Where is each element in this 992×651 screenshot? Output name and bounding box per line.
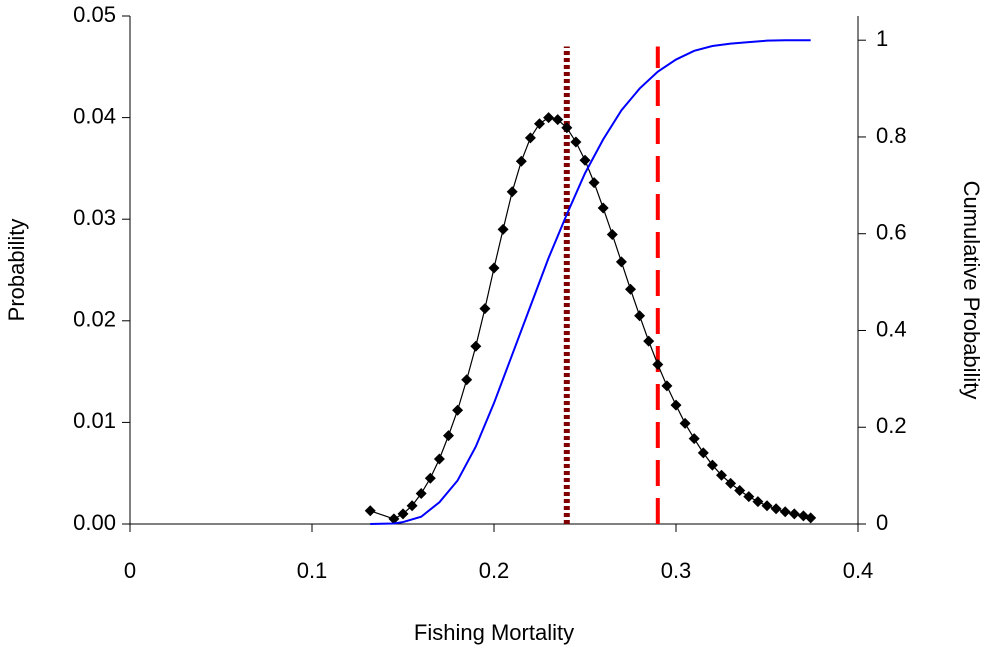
data-point <box>570 136 582 148</box>
x-tick-label: 0.4 <box>843 558 874 583</box>
data-point <box>643 335 655 347</box>
data-point <box>615 256 627 268</box>
data-point <box>652 358 664 370</box>
y-tick-label: 0.03 <box>73 205 116 230</box>
x-tick-label: 0 <box>124 558 136 583</box>
x-tick-label: 0.1 <box>297 558 328 583</box>
data-point <box>561 122 573 134</box>
data-point <box>734 484 746 496</box>
data-point <box>433 453 445 465</box>
data-point <box>452 404 464 416</box>
data-point <box>515 155 527 167</box>
y-axis-title: Probability <box>4 219 29 322</box>
data-point <box>606 228 618 240</box>
data-point <box>479 303 491 315</box>
y2-tick-label: 0.8 <box>876 123 907 148</box>
data-point <box>388 513 400 525</box>
y-tick-label: 0.02 <box>73 307 116 332</box>
data-point <box>488 262 500 274</box>
data-point <box>743 491 755 503</box>
data-point <box>443 430 454 442</box>
data-point <box>634 310 646 322</box>
data-point <box>534 118 545 130</box>
data-point <box>761 500 773 512</box>
data-point <box>461 374 473 386</box>
y2-tick-label: 1 <box>876 26 888 51</box>
x-tick-label: 0.3 <box>661 558 692 583</box>
data-point <box>543 112 555 124</box>
data-point <box>716 469 727 481</box>
data-point <box>625 283 636 295</box>
series-line <box>370 39 811 525</box>
data-point <box>579 154 591 166</box>
data-point <box>424 472 436 484</box>
data-point <box>506 186 518 198</box>
x-axis-title: Fishing Mortality <box>414 620 574 645</box>
data-point <box>524 132 536 144</box>
data-point <box>697 447 709 459</box>
data-point <box>688 433 700 445</box>
data-point <box>752 496 764 508</box>
data-point <box>770 503 782 515</box>
y-tick-label: 0.00 <box>73 510 116 535</box>
data-point <box>406 500 418 512</box>
y-tick-label: 0.01 <box>73 408 116 433</box>
x-tick-label: 0.2 <box>479 558 510 583</box>
data-point <box>670 399 682 411</box>
data-point <box>788 508 800 520</box>
y2-tick-label: 0.4 <box>876 316 907 341</box>
y2-tick-label: 0 <box>876 510 888 535</box>
data-point <box>497 223 509 235</box>
data-point <box>470 340 482 352</box>
y-tick-label: 0.04 <box>73 103 116 128</box>
data-point <box>706 459 718 471</box>
data-point <box>597 202 609 214</box>
data-point <box>415 488 427 500</box>
y-tick-label: 0.05 <box>73 2 116 27</box>
data-point <box>779 506 791 518</box>
data-point <box>679 417 691 429</box>
y2-axis-title: Cumulative Probability <box>959 181 984 400</box>
data-point <box>552 114 564 126</box>
data-point <box>588 177 600 189</box>
data-point <box>661 380 673 392</box>
data-point <box>364 505 376 517</box>
y2-tick-label: 0.2 <box>876 413 907 438</box>
data-point <box>805 512 817 524</box>
data-point <box>397 508 409 520</box>
y2-tick-label: 0.6 <box>876 220 907 245</box>
data-point <box>725 477 737 489</box>
